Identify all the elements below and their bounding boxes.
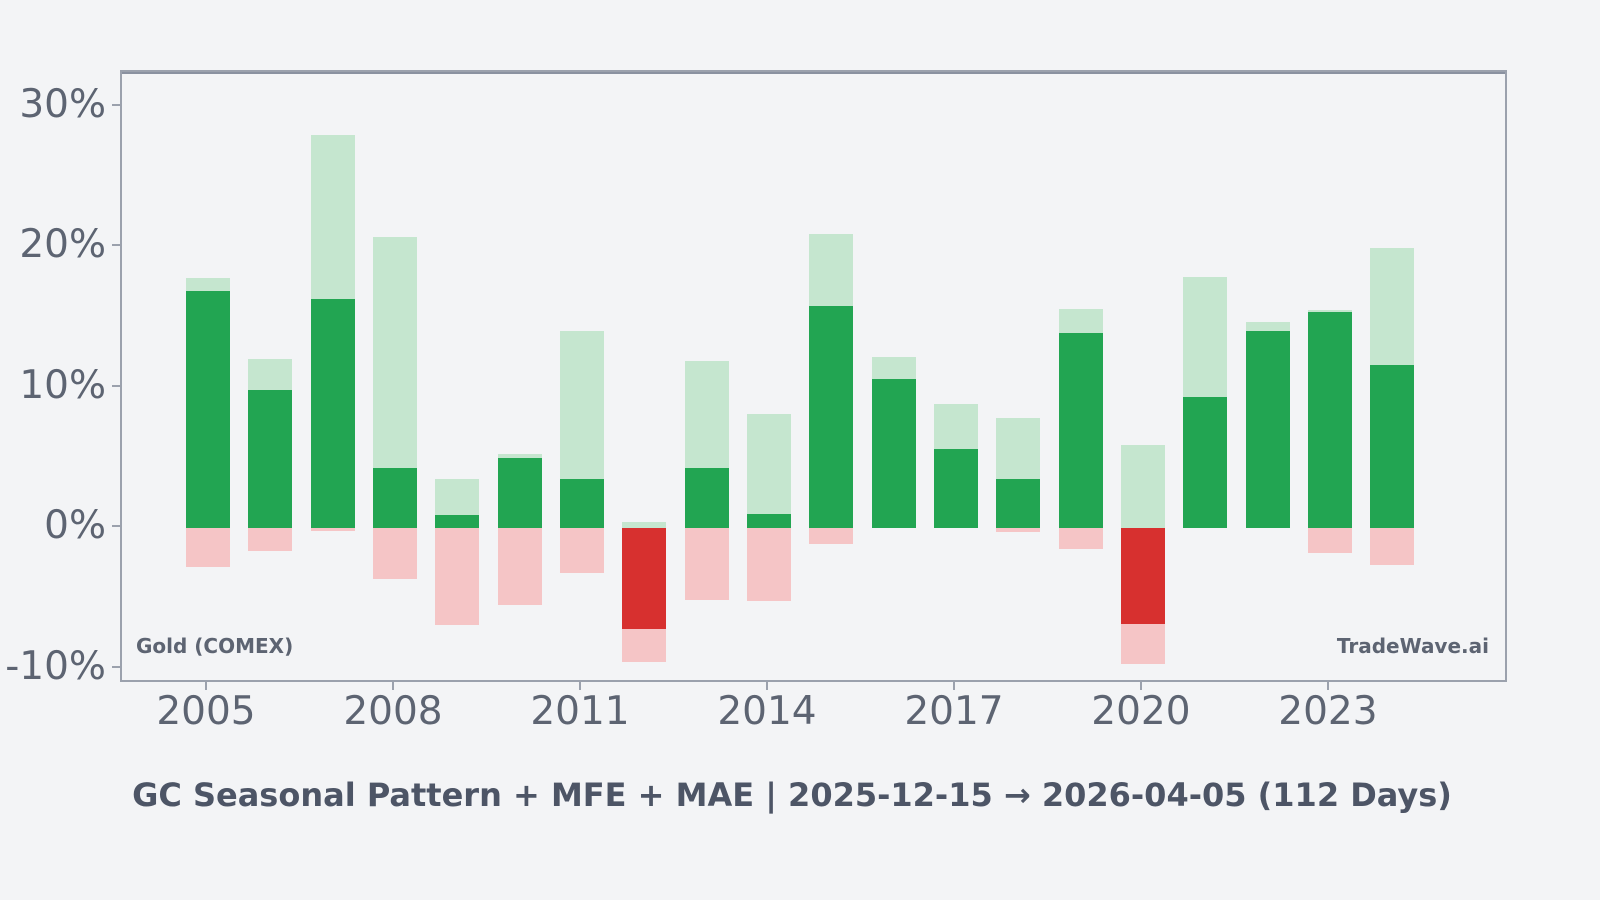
bar-return-2011 [560,478,604,528]
bar-return-2012 [622,528,667,630]
bar-mae-2013 [684,528,729,600]
bar-return-2006 [248,390,293,528]
bar-return-2015 [809,306,854,528]
chart-title: GC Seasonal Pattern + MFE + MAE | 2025-1… [132,776,1452,814]
bar-return-2014 [747,513,791,528]
y-tick-mark [112,244,120,246]
bar-mae-2014 [747,528,791,602]
bar-mae-2019 [1058,528,1103,550]
x-tick-label-2005: 2005 [156,689,256,734]
bar-return-2016 [871,379,916,528]
bar-mae-2008 [373,528,417,579]
bar-mae-2006 [248,528,293,551]
bar-return-2017 [934,449,978,528]
zero-line [122,72,1505,74]
x-tick-mark [1326,682,1329,690]
bar-mae-2023 [1307,528,1352,554]
bar-return-2019 [1058,332,1103,528]
bar-return-2020 [1120,528,1165,624]
bar-return-2009 [435,515,480,528]
bar-mae-2018 [996,528,1041,533]
x-tick-label-2023: 2023 [1278,689,1378,734]
bar-mae-2024 [1370,528,1415,565]
x-tick-label-2020: 2020 [1091,689,1191,734]
x-tick-mark [1139,682,1142,690]
x-tick-label-2008: 2008 [343,689,443,734]
bar-mfe-2012 [622,522,667,528]
y-tick-mark [112,665,120,668]
bar-return-2018 [996,478,1041,528]
bar-mae-2005 [186,528,230,568]
x-tick-mark [953,682,955,690]
bar-return-2024 [1370,365,1415,528]
bar-mae-2009 [435,528,480,625]
x-tick-mark [579,682,581,690]
x-tick-mark [766,682,768,690]
watermark-label: TradeWave.ai [1336,634,1489,658]
x-tick-label-2014: 2014 [717,689,817,734]
x-tick-label-2017: 2017 [904,689,1004,734]
bar-return-2008 [373,467,417,528]
bar-mae-2015 [809,528,854,544]
bar-return-2022 [1245,331,1290,528]
instrument-label: Gold (COMEX) [136,634,294,658]
bar-mae-2007 [310,528,355,531]
y-tick-label-0%: 0% [44,503,106,548]
y-tick-label-20%: 20% [19,222,106,267]
y-tick-mark [112,103,120,106]
x-tick-mark [205,682,207,690]
x-tick-mark [392,682,394,690]
bar-return-2010 [497,457,542,529]
y-tick-mark [112,384,120,387]
y-tick-label-30%: 30% [19,81,106,127]
bar-return-2007 [310,299,355,528]
y-tick-label-10%: 10% [19,362,106,408]
bar-mae-2011 [560,528,604,573]
bar-return-2005 [186,290,230,528]
bar-mfe-2014 [747,414,791,528]
y-tick-label--10%: -10% [5,643,106,689]
bar-mfe-2020 [1120,445,1165,528]
bar-mae-2010 [497,528,542,606]
bar-return-2021 [1183,397,1228,528]
bar-return-2013 [684,467,729,528]
x-tick-label-2011: 2011 [530,689,630,734]
bar-return-2023 [1307,311,1352,528]
plot-area: Gold (COMEX) TradeWave.ai [120,70,1507,682]
y-tick-mark [112,525,120,527]
